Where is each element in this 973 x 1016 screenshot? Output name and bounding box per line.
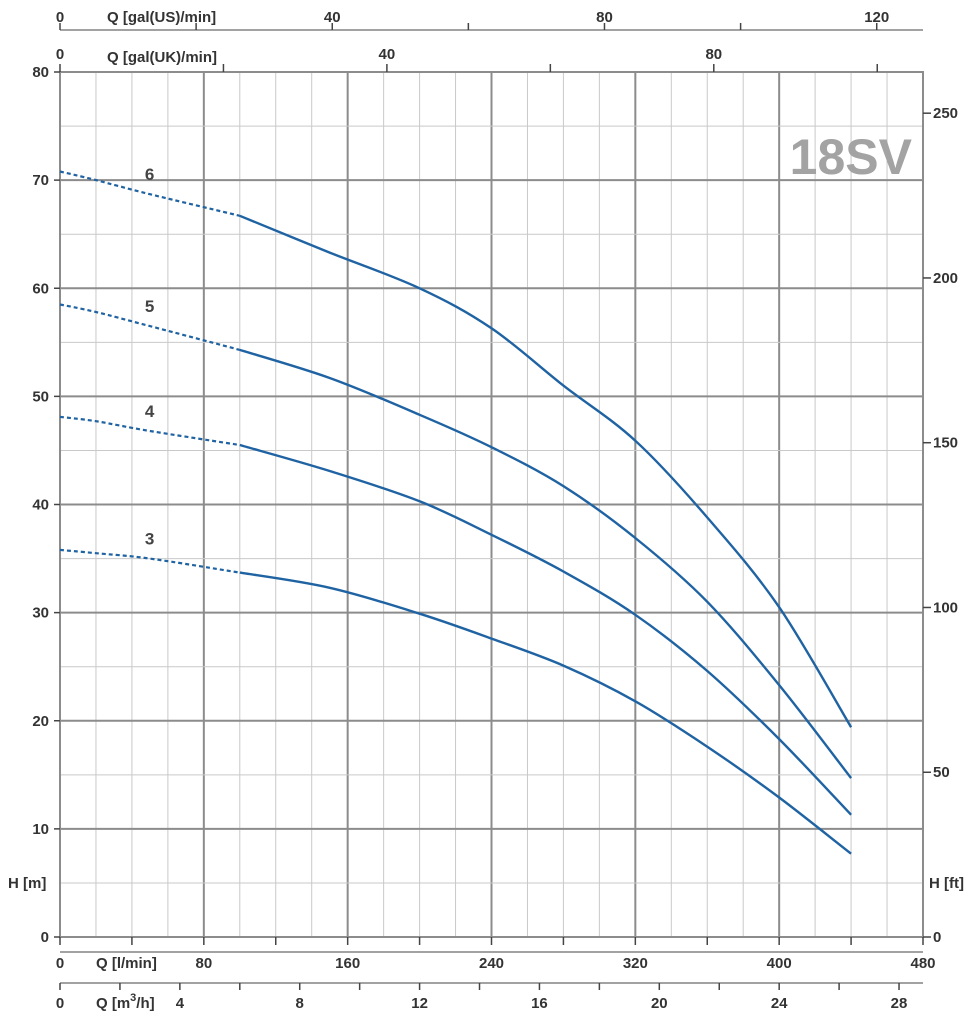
curve-label-6: 6 [145,165,154,184]
y-tick-label-m: 80 [32,64,49,81]
x-axis-title-galuk: Q [gal(UK)/min] [107,49,217,66]
x-axis-title-m3h: Q [m3/h] [96,992,155,1012]
x-tick-label-lmin: 480 [910,955,935,972]
y-tick-label-ft: 250 [933,105,958,122]
curve-5-dashed [59,303,241,351]
x-tick-label-galus: 0 [56,9,64,26]
x-tick-label-galuk: 80 [705,46,722,63]
x-tick-label-lmin: 320 [623,955,648,972]
curve-label-3: 3 [145,530,154,549]
x-tick-label-lmin: 400 [767,955,792,972]
curve-3-dashed [59,548,240,574]
x-axis-title-galus: Q [gal(US)/min] [107,9,216,26]
y-axis-title-m: H [m] [8,875,46,892]
curve-6 [239,214,853,728]
x-tick-label-galus: 40 [324,9,341,26]
y-axis-title-ft: H [ft] [929,875,964,892]
x-tick-label-m3h: 4 [176,995,185,1012]
x-axis-title-lmin: Q [l/min] [96,955,157,972]
x-tick-label-galus: 120 [864,9,889,26]
curve-4 [239,443,852,816]
curve-3 [239,571,852,855]
curve-5 [239,348,853,779]
y-tick-label-m: 70 [32,172,49,189]
x-tick-label-m3h: 20 [651,995,668,1012]
labels: 6 5 4 3 [145,165,155,548]
x-tick-label-galus: 80 [596,9,613,26]
y-tick-label-ft: 100 [933,599,958,616]
curve-4-dashed [59,415,240,447]
y-tick-label-ft: 200 [933,270,958,287]
x-tick-label-m3h: 16 [531,995,548,1012]
y-tick-label-m: 50 [32,388,49,405]
x-tick-label-galuk: 0 [56,46,64,63]
y-tick-label-ft: 150 [933,435,958,452]
x-tick-label-m3h: 12 [411,995,428,1012]
y-tick-label-m: 60 [32,280,49,297]
y-tick-label-m: 0 [41,929,49,946]
x-tick-label-lmin: 80 [195,955,212,972]
x-tick-label-lmin: 160 [335,955,360,972]
x-tick-label-m3h: 28 [891,995,908,1012]
x-tick-label-m3h: 8 [296,995,304,1012]
y-tick-label-ft: 50 [933,764,950,781]
x-tick-label-m3h: 24 [771,995,788,1012]
y-tick-label-ft: 0 [933,929,941,946]
x-tick-label-lmin: 0 [56,955,64,972]
curve-label-5: 5 [145,297,154,316]
y-tick-label-m: 20 [32,713,49,730]
y-tick-label-m: 40 [32,497,49,514]
y-tick-label-m: 10 [32,821,49,838]
x-tick-label-lmin: 240 [479,955,504,972]
x-tick-label-m3h: 0 [56,995,64,1012]
x-tick-label-galuk: 40 [379,46,396,63]
curves [59,170,853,855]
model-label: 18SV [790,129,913,185]
curve-6-dashed [59,170,241,217]
y-tick-label-m: 30 [32,605,49,622]
curve-label-4: 4 [145,402,155,421]
